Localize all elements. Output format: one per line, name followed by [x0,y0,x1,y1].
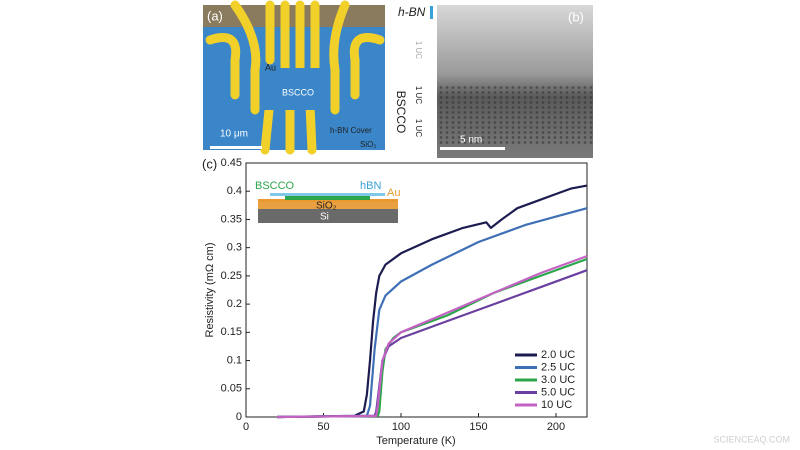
y-tick-label: 0.15 [221,326,242,338]
y-tick-label: 0.2 [227,298,242,310]
hbn-marker [430,6,433,19]
scale-label: 10 μm [220,129,248,140]
y-tick-label: 0.4 [227,185,242,197]
si-layer [258,209,398,223]
inset-label: Au [387,187,400,199]
scale-bar [210,146,262,149]
inset-label: BSCCO [255,180,295,192]
inset-label: SiO₂ [316,201,337,212]
label: BSCCO [394,91,408,134]
series-line [276,184,588,419]
inset-label: Si [320,212,329,223]
y-tick-label: 0.25 [221,270,242,282]
panel-label: (b) [568,9,584,24]
legend-label: 2.5 UC [541,361,575,373]
series-line [276,269,588,419]
x-axis-label: Temperature (K) [376,435,455,447]
label: h-BN Cover [330,126,372,135]
panel-label: (a) [207,8,223,23]
y-tick-label: 0.05 [221,383,242,395]
legend-label: 3.0 UC [541,374,575,386]
y-tick-label: 0.35 [221,213,242,225]
label: h-BN [398,5,426,19]
x-tick-label: 150 [469,421,487,433]
label: Au [265,62,276,72]
scale-label: 5 nm [460,135,482,146]
panel-label: (c) [202,156,217,171]
legend-label: 5.0 UC [541,386,575,398]
panel-a: (a) Au BSCCO 10 μm h-BN Cover SiO₂ [203,0,385,155]
panel-b: (b) h-BN BSCCO 1 UC 1 UC 1 UC 5 nm [394,5,593,158]
uc-label: 1 UC [414,86,423,104]
scale-bar [440,147,505,150]
plot-frame [245,162,588,418]
sio2-layer [258,202,398,209]
hbn-layer [270,193,385,196]
bscco-layer [285,196,370,200]
legend-label: 10 UC [541,399,572,411]
au-layer [258,199,398,202]
uc-label: 1 UC [414,41,423,59]
watermark: SCIENCEAQ.COM [713,434,790,444]
y-tick-label: 0.1 [227,354,242,366]
y-axis-label: Resistivity (mΩ cm) [204,243,216,338]
y-tick-label: 0 [236,411,242,423]
series-line [276,207,588,419]
x-tick-label: 100 [392,421,410,433]
x-tick-label: 200 [547,421,565,433]
series-line [276,255,588,419]
legend-label: 2.0 UC [541,349,575,361]
inset-label: hBN [360,180,381,192]
inset: BSCCO hBN Au SiO₂ Si [255,180,400,223]
y-tick-label: 0.3 [227,242,242,254]
x-tick-label: 50 [317,421,329,433]
uc-label: 1 UC [414,119,423,137]
y-tick-label: 0.45 [221,157,242,169]
flake [260,68,330,110]
lattice [437,85,593,145]
top-band [203,5,385,27]
x-tick-label: 0 [243,421,249,433]
label: SiO₂ [360,140,376,149]
label: BSCCO [282,87,314,97]
